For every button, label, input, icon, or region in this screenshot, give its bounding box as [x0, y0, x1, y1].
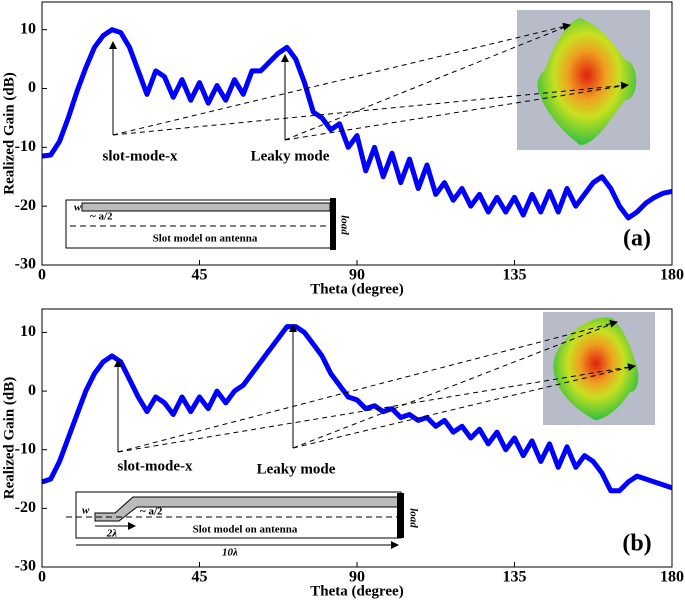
x-tick-label: 180	[660, 267, 684, 284]
x-tick-label: 135	[503, 267, 527, 284]
x-tick-label: 90	[349, 267, 365, 284]
inset-label: load	[338, 215, 350, 235]
inset	[65, 198, 336, 250]
y-tick-label: 10	[20, 323, 36, 340]
x-tick-label: 135	[503, 569, 527, 586]
y-tick-label: 0	[28, 382, 36, 399]
panel-label: (a)	[623, 226, 651, 252]
y-axis-label: Realized Gain (dB)	[1, 72, 17, 195]
inset-label: w	[82, 505, 90, 517]
y-tick-label: -20	[15, 499, 36, 516]
annotation: Leaky mode	[251, 148, 330, 164]
y-tick-label: 10	[20, 20, 36, 37]
annotation: slot-mode-x	[118, 458, 193, 474]
inset-label: load	[407, 508, 419, 528]
y-axis-label: Realized Gain (dB)	[1, 377, 17, 500]
y-tick-label: 0	[28, 79, 36, 96]
panel-label: (b)	[622, 531, 651, 557]
x-tick-label: 0	[38, 569, 46, 586]
inset-label: ~ a/2	[140, 506, 163, 518]
inset-label: w	[74, 202, 82, 214]
x-axis-label: Theta (degree)	[310, 583, 403, 599]
inset-label: 2λ	[106, 528, 118, 540]
y-tick-label: -30	[15, 558, 36, 575]
y-tick-label: -10	[15, 138, 36, 155]
y-tick-label: -20	[15, 197, 36, 214]
inset-label: Slot model on antenna	[193, 524, 298, 536]
x-tick-label: 180	[660, 569, 684, 586]
pattern-image	[543, 312, 655, 425]
inset-label: ~ a/2	[90, 211, 113, 223]
annotation: Leaky mode	[257, 461, 336, 477]
y-tick-label: -30	[15, 256, 36, 273]
inset-label: Slot model on antenna	[153, 233, 258, 245]
y-tick-label: -10	[15, 440, 36, 457]
x-tick-label: 45	[192, 569, 208, 586]
pattern-image	[517, 10, 650, 150]
inset-label: 10λ	[222, 547, 238, 559]
x-tick-label: 45	[192, 267, 208, 284]
x-tick-label: 0	[38, 267, 46, 284]
data-line	[41, 27, 673, 221]
annotation-arrows	[114, 319, 636, 453]
annotation: slot-mode-x	[103, 148, 178, 164]
annotation-arrows	[109, 22, 629, 141]
x-tick-label: 90	[349, 569, 365, 586]
data-line	[41, 324, 673, 494]
inset	[66, 491, 404, 549]
x-axis-label: Theta (degree)	[310, 281, 403, 297]
